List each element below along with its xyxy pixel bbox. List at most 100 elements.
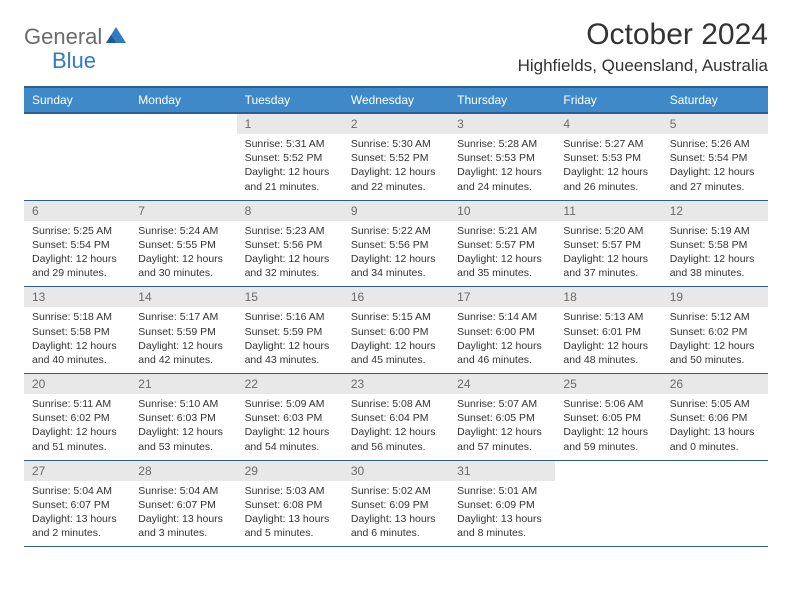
daylight-text: and 57 minutes. bbox=[457, 440, 547, 454]
day-number: 30 bbox=[343, 461, 449, 481]
day-cell: 16Sunrise: 5:15 AMSunset: 6:00 PMDayligh… bbox=[343, 287, 449, 373]
day-number: 21 bbox=[130, 374, 236, 394]
sunset-text: Sunset: 6:00 PM bbox=[457, 325, 547, 339]
sunrise-text: Sunrise: 5:03 AM bbox=[245, 484, 335, 498]
sunrise-text: Sunrise: 5:18 AM bbox=[32, 310, 122, 324]
day-number: 10 bbox=[449, 201, 555, 221]
sunrise-text: Sunrise: 5:20 AM bbox=[563, 224, 653, 238]
daylight-text: and 21 minutes. bbox=[245, 180, 335, 194]
sunrise-text: Sunrise: 5:30 AM bbox=[351, 137, 441, 151]
sunset-text: Sunset: 6:08 PM bbox=[245, 498, 335, 512]
daylight-text: and 35 minutes. bbox=[457, 266, 547, 280]
sunrise-text: Sunrise: 5:19 AM bbox=[670, 224, 760, 238]
daylight-text: Daylight: 12 hours bbox=[32, 425, 122, 439]
day-number: 28 bbox=[130, 461, 236, 481]
title-block: October 2024 Highfields, Queensland, Aus… bbox=[518, 18, 768, 76]
sunset-text: Sunset: 6:07 PM bbox=[32, 498, 122, 512]
sunrise-text: Sunrise: 5:14 AM bbox=[457, 310, 547, 324]
day-number: 22 bbox=[237, 374, 343, 394]
daylight-text: Daylight: 12 hours bbox=[351, 339, 441, 353]
daylight-text: and 54 minutes. bbox=[245, 440, 335, 454]
day-cell: 10Sunrise: 5:21 AMSunset: 5:57 PMDayligh… bbox=[449, 201, 555, 287]
sunset-text: Sunset: 5:59 PM bbox=[138, 325, 228, 339]
sunset-text: Sunset: 6:09 PM bbox=[457, 498, 547, 512]
sunrise-text: Sunrise: 5:26 AM bbox=[670, 137, 760, 151]
day-number: 14 bbox=[130, 287, 236, 307]
sunset-text: Sunset: 6:07 PM bbox=[138, 498, 228, 512]
sunrise-text: Sunrise: 5:01 AM bbox=[457, 484, 547, 498]
day-cell bbox=[130, 114, 236, 200]
daylight-text: Daylight: 12 hours bbox=[563, 165, 653, 179]
sunrise-text: Sunrise: 5:11 AM bbox=[32, 397, 122, 411]
day-cell: 8Sunrise: 5:23 AMSunset: 5:56 PMDaylight… bbox=[237, 201, 343, 287]
day-body: Sunrise: 5:16 AMSunset: 5:59 PMDaylight:… bbox=[237, 307, 343, 373]
daylight-text: and 34 minutes. bbox=[351, 266, 441, 280]
day-number: 7 bbox=[130, 201, 236, 221]
daylight-text: and 43 minutes. bbox=[245, 353, 335, 367]
day-number: 23 bbox=[343, 374, 449, 394]
day-body: Sunrise: 5:06 AMSunset: 6:05 PMDaylight:… bbox=[555, 394, 661, 460]
sunrise-text: Sunrise: 5:02 AM bbox=[351, 484, 441, 498]
daylight-text: Daylight: 12 hours bbox=[245, 425, 335, 439]
day-body: Sunrise: 5:01 AMSunset: 6:09 PMDaylight:… bbox=[449, 481, 555, 547]
day-number: 15 bbox=[237, 287, 343, 307]
daylight-text: and 38 minutes. bbox=[670, 266, 760, 280]
day-body: Sunrise: 5:22 AMSunset: 5:56 PMDaylight:… bbox=[343, 221, 449, 287]
daylight-text: and 32 minutes. bbox=[245, 266, 335, 280]
day-header: Saturday bbox=[662, 88, 768, 112]
sunrise-text: Sunrise: 5:22 AM bbox=[351, 224, 441, 238]
day-cell: 4Sunrise: 5:27 AMSunset: 5:53 PMDaylight… bbox=[555, 114, 661, 200]
day-body: Sunrise: 5:10 AMSunset: 6:03 PMDaylight:… bbox=[130, 394, 236, 460]
day-cell: 27Sunrise: 5:04 AMSunset: 6:07 PMDayligh… bbox=[24, 461, 130, 547]
day-cell: 12Sunrise: 5:19 AMSunset: 5:58 PMDayligh… bbox=[662, 201, 768, 287]
daylight-text: and 8 minutes. bbox=[457, 526, 547, 540]
sunrise-text: Sunrise: 5:07 AM bbox=[457, 397, 547, 411]
day-body: Sunrise: 5:11 AMSunset: 6:02 PMDaylight:… bbox=[24, 394, 130, 460]
day-header: Thursday bbox=[449, 88, 555, 112]
day-number: 17 bbox=[449, 287, 555, 307]
day-cell: 29Sunrise: 5:03 AMSunset: 6:08 PMDayligh… bbox=[237, 461, 343, 547]
day-header: Friday bbox=[555, 88, 661, 112]
day-cell: 2Sunrise: 5:30 AMSunset: 5:52 PMDaylight… bbox=[343, 114, 449, 200]
daylight-text: Daylight: 12 hours bbox=[457, 252, 547, 266]
day-number: 16 bbox=[343, 287, 449, 307]
sunset-text: Sunset: 5:55 PM bbox=[138, 238, 228, 252]
day-header: Monday bbox=[130, 88, 236, 112]
sunset-text: Sunset: 6:00 PM bbox=[351, 325, 441, 339]
daylight-text: and 45 minutes. bbox=[351, 353, 441, 367]
sunrise-text: Sunrise: 5:16 AM bbox=[245, 310, 335, 324]
day-cell bbox=[24, 114, 130, 200]
day-number: 19 bbox=[662, 287, 768, 307]
daylight-text: Daylight: 12 hours bbox=[245, 252, 335, 266]
sunrise-text: Sunrise: 5:06 AM bbox=[563, 397, 653, 411]
day-cell: 25Sunrise: 5:06 AMSunset: 6:05 PMDayligh… bbox=[555, 374, 661, 460]
daylight-text: and 46 minutes. bbox=[457, 353, 547, 367]
day-body: Sunrise: 5:04 AMSunset: 6:07 PMDaylight:… bbox=[130, 481, 236, 547]
sunset-text: Sunset: 6:04 PM bbox=[351, 411, 441, 425]
day-number: 31 bbox=[449, 461, 555, 481]
sunrise-text: Sunrise: 5:10 AM bbox=[138, 397, 228, 411]
daylight-text: and 24 minutes. bbox=[457, 180, 547, 194]
day-body: Sunrise: 5:31 AMSunset: 5:52 PMDaylight:… bbox=[237, 134, 343, 200]
day-cell: 24Sunrise: 5:07 AMSunset: 6:05 PMDayligh… bbox=[449, 374, 555, 460]
sunset-text: Sunset: 5:52 PM bbox=[351, 151, 441, 165]
day-body: Sunrise: 5:02 AMSunset: 6:09 PMDaylight:… bbox=[343, 481, 449, 547]
daylight-text: and 48 minutes. bbox=[563, 353, 653, 367]
day-body: Sunrise: 5:28 AMSunset: 5:53 PMDaylight:… bbox=[449, 134, 555, 200]
logo-triangle-icon bbox=[106, 27, 126, 48]
day-cell bbox=[662, 461, 768, 547]
sunrise-text: Sunrise: 5:24 AM bbox=[138, 224, 228, 238]
daylight-text: and 56 minutes. bbox=[351, 440, 441, 454]
daylight-text: Daylight: 12 hours bbox=[351, 165, 441, 179]
day-cell bbox=[555, 461, 661, 547]
header: General October 2024 Highfields, Queensl… bbox=[24, 18, 768, 76]
day-cell: 13Sunrise: 5:18 AMSunset: 5:58 PMDayligh… bbox=[24, 287, 130, 373]
day-body: Sunrise: 5:27 AMSunset: 5:53 PMDaylight:… bbox=[555, 134, 661, 200]
week-row: 13Sunrise: 5:18 AMSunset: 5:58 PMDayligh… bbox=[24, 287, 768, 374]
day-cell: 1Sunrise: 5:31 AMSunset: 5:52 PMDaylight… bbox=[237, 114, 343, 200]
day-number: 4 bbox=[555, 114, 661, 134]
sunrise-text: Sunrise: 5:23 AM bbox=[245, 224, 335, 238]
day-cell: 3Sunrise: 5:28 AMSunset: 5:53 PMDaylight… bbox=[449, 114, 555, 200]
day-body: Sunrise: 5:23 AMSunset: 5:56 PMDaylight:… bbox=[237, 221, 343, 287]
day-cell: 22Sunrise: 5:09 AMSunset: 6:03 PMDayligh… bbox=[237, 374, 343, 460]
